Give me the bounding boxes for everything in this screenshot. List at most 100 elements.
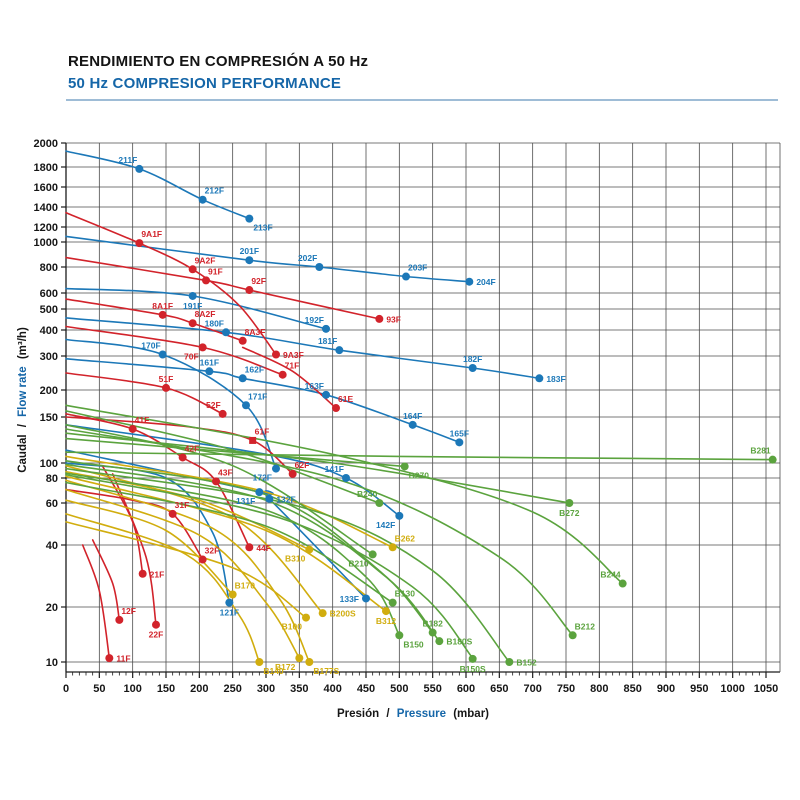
x-tick-label: 300	[257, 683, 275, 695]
y-tick-label: 1400	[34, 202, 58, 214]
model-dot-B140	[255, 658, 264, 666]
model-dot-B170	[228, 590, 237, 599]
model-label-B100: B100	[282, 622, 303, 632]
y-tick-label: 150	[40, 412, 58, 424]
model-dot-51F	[162, 383, 170, 392]
model-dot-B200S	[318, 609, 327, 618]
y-tick-label: 200	[40, 385, 58, 397]
model-dot-52F	[218, 409, 227, 418]
model-label-213F: 213F	[253, 223, 272, 233]
model-label-B212: B212	[575, 621, 596, 631]
model-dot-B177S	[305, 658, 314, 666]
model-label-92F: 92F	[251, 276, 266, 286]
model-label-21F: 21F	[150, 569, 165, 579]
model-dot-B262	[388, 543, 397, 552]
curve-blue-1	[65, 235, 471, 283]
model-dot-202F	[315, 263, 324, 271]
model-dot-9A2F	[188, 265, 197, 274]
y-tick-label: 300	[40, 351, 58, 363]
curve-green-35	[65, 463, 441, 642]
model-dot-162F	[238, 374, 247, 383]
model-label-32F: 32F	[205, 546, 220, 556]
model-label-93F: 93F	[386, 314, 401, 324]
curve-red-10	[65, 256, 381, 320]
y-tick-label: 1200	[34, 222, 58, 234]
curve-green-40	[65, 404, 624, 585]
model-dot-B212	[568, 631, 577, 640]
model-dot-191F	[188, 291, 197, 300]
model-label-61E: 61E	[338, 394, 353, 404]
model-label-191F: 191F	[183, 301, 202, 311]
curve-red-13	[65, 372, 224, 415]
model-dot-42F	[178, 453, 187, 462]
model-label-B170: B170	[235, 580, 256, 590]
model-label-161F: 161F	[200, 357, 219, 367]
curve-green-38	[65, 424, 374, 556]
model-label-165F: 165F	[450, 428, 469, 438]
model-dot-B150	[395, 631, 404, 640]
x-tick-label: 450	[357, 683, 375, 695]
model-dot-B100	[302, 613, 310, 622]
curve-yellow-26	[65, 521, 307, 619]
model-dot-93F	[375, 314, 384, 323]
curve-green-39	[65, 410, 381, 504]
model-dot-71F	[278, 370, 287, 379]
model-label-8A2F: 8A2F	[195, 309, 216, 319]
model-dot-B180S	[435, 637, 444, 646]
model-label-B177S: B177S	[313, 666, 339, 676]
plot-area: 2000180016001400120010008006005004003002…	[34, 138, 781, 695]
model-label-71F: 71F	[285, 361, 300, 371]
model-label-8A1F: 8A1F	[152, 301, 173, 311]
model-dot-212F	[198, 195, 207, 204]
model-label-121F: 121F	[220, 608, 239, 618]
x-tick-label: 550	[423, 683, 441, 695]
model-dot-91F	[202, 276, 210, 285]
model-dot-B182	[428, 628, 437, 637]
y-tick-label: 800	[40, 262, 58, 274]
model-label-9A1F: 9A1F	[141, 229, 162, 239]
model-dot-131F	[255, 488, 264, 497]
model-dot-B281	[768, 455, 777, 464]
curve-yellow-23	[65, 488, 301, 659]
curve-yellow-27	[65, 464, 324, 614]
model-dot-132F	[265, 494, 274, 503]
model-label-181F: 181F	[318, 336, 337, 346]
x-tick-label: 800	[590, 683, 608, 695]
model-label-42F: 42F	[185, 443, 200, 453]
model-label-B270: B270	[409, 470, 430, 480]
model-dot-213F	[245, 214, 254, 223]
model-dot-211F	[135, 164, 144, 173]
model-label-B272: B272	[559, 508, 580, 518]
model-dot-22F	[152, 620, 160, 629]
model-dot-61F	[249, 436, 257, 444]
y-tick-label: 400	[40, 325, 58, 337]
y-tick-label: 1000	[34, 237, 58, 249]
model-dot-165F	[455, 438, 464, 447]
page-title: RENDIMIENTO EN COMPRESIÓN A 50 Hz	[68, 52, 368, 70]
model-label-132F: 132F	[276, 494, 295, 504]
model-label-41F: 41F	[135, 415, 150, 425]
x-tick-label: 700	[523, 683, 541, 695]
y-tick-label: 10	[46, 657, 58, 669]
x-tick-label: 600	[457, 683, 475, 695]
x-tick-label: 250	[223, 683, 241, 695]
curve-blue-3	[65, 317, 541, 380]
model-label-B152: B152	[516, 658, 537, 668]
model-label-B281: B281	[750, 446, 771, 456]
curve-blue-4	[65, 338, 277, 470]
model-label-43F: 43F	[218, 467, 233, 477]
model-label-180F: 180F	[205, 318, 224, 328]
model-label-11F: 11F	[116, 654, 130, 664]
model-label-9A3F: 9A3F	[283, 350, 304, 360]
model-label-B150S: B150S	[460, 664, 486, 674]
x-tick-label: 950	[690, 683, 708, 695]
model-dot-B152	[505, 658, 514, 666]
curve-green-36	[65, 460, 434, 634]
model-dot-B172	[295, 654, 304, 663]
model-dot-9A3F	[272, 350, 280, 359]
model-label-62F: 62F	[295, 460, 310, 470]
model-dot-183F	[535, 374, 544, 383]
model-dot-21F	[138, 569, 147, 578]
model-label-B200S: B200S	[330, 609, 356, 619]
